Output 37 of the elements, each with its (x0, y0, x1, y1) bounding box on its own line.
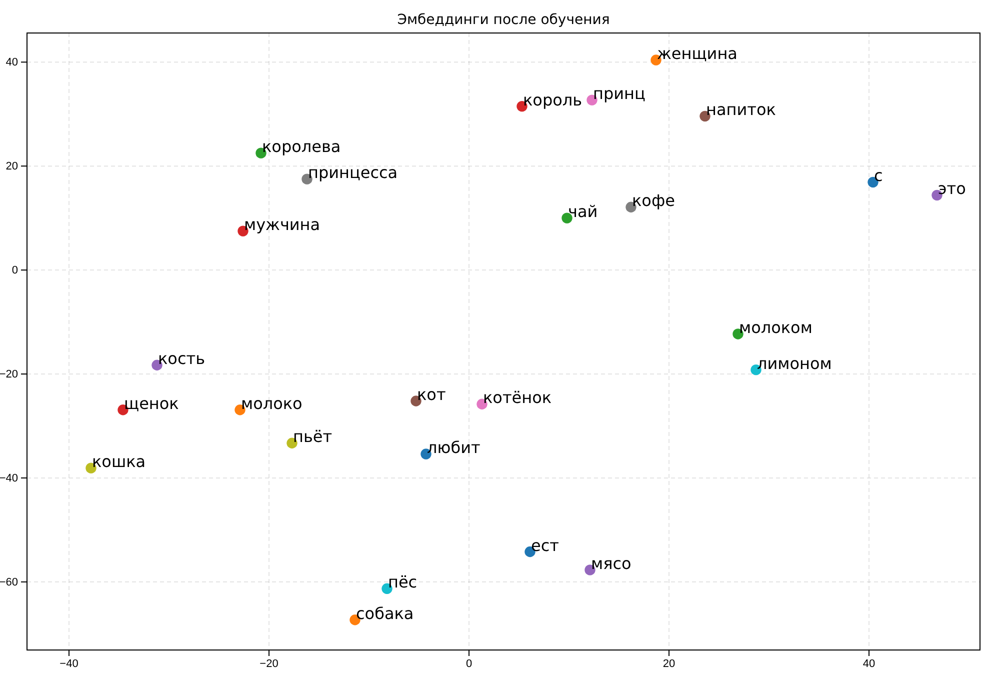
series-label: молоком (739, 318, 812, 337)
series-label: кофе (632, 191, 675, 210)
series-label: котёнок (483, 388, 552, 408)
series-label: кот (417, 385, 446, 404)
series-label: щенок (124, 394, 180, 413)
series-label: лимоном (757, 354, 832, 373)
series-label: любит (427, 438, 480, 458)
x-tick-label: 0 (466, 658, 472, 670)
y-tick-label: −60 (0, 576, 18, 588)
y-tick-label: −40 (0, 472, 18, 484)
x-tick-label: 20 (662, 658, 676, 670)
series-label: молоко (241, 394, 302, 413)
series-label: кошка (92, 452, 146, 472)
series-label: напиток (706, 100, 776, 120)
series-label: кость (158, 349, 205, 368)
series-label: собака (356, 604, 414, 623)
series-label: с (874, 166, 883, 186)
y-tick-label: 20 (6, 160, 18, 173)
series-label: принцесса (308, 163, 398, 182)
series-label: женщина (657, 44, 738, 64)
series-label: король (523, 90, 582, 110)
x-tick-label: −20 (260, 658, 278, 670)
y-tick-label: 40 (6, 56, 18, 69)
y-tick-label: −20 (0, 368, 18, 381)
x-tick-label: −40 (60, 658, 78, 670)
series-label: пёс (388, 572, 418, 592)
series-label: мясо (591, 554, 632, 573)
series-label: принц (593, 84, 646, 104)
series-label: королева (262, 137, 341, 156)
x-tick-label: 40 (862, 658, 876, 670)
chart-title: Эмбеддинги после обучения (397, 12, 610, 28)
series-label: мужчина (244, 215, 320, 234)
series-label: чай (568, 202, 598, 222)
series-label: ест (531, 536, 559, 555)
y-tick-label: 0 (12, 264, 18, 277)
series-label: это (938, 179, 966, 198)
series-label: пьёт (293, 427, 332, 446)
